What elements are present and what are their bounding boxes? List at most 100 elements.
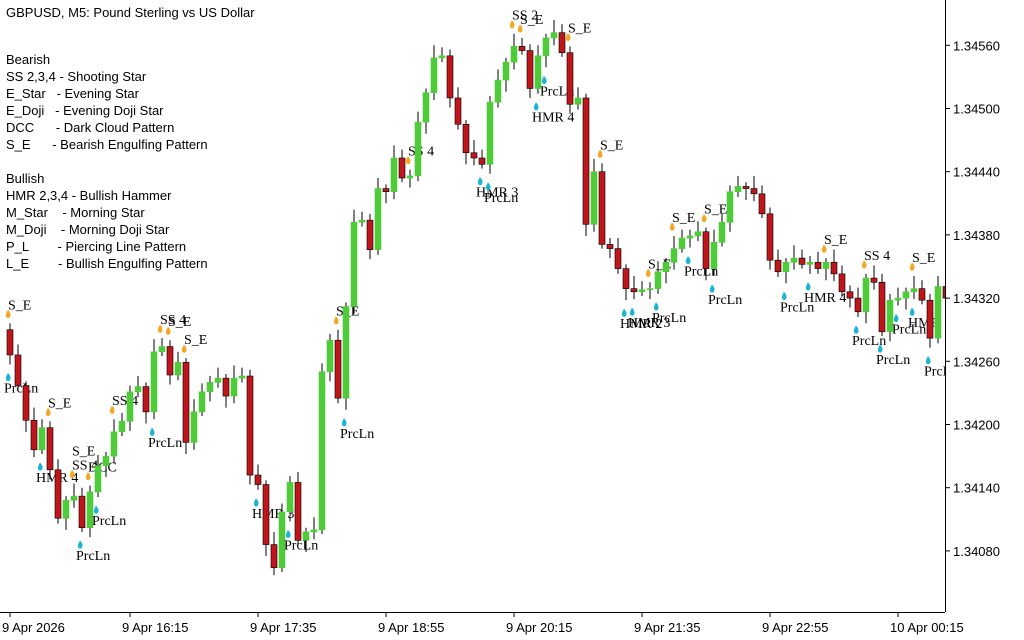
candle-body (230, 377, 238, 397)
candle-body (878, 281, 886, 333)
candle-body (478, 157, 486, 165)
candle-body (46, 427, 54, 471)
candle-body (358, 219, 366, 223)
candle-body (830, 261, 838, 275)
candle-body (174, 362, 182, 376)
bearish-pattern-label: S_E (600, 138, 623, 153)
bearish-pattern-label: S_E (8, 298, 31, 313)
candle-body (286, 482, 294, 513)
candle-body (662, 261, 670, 273)
candle-body (606, 244, 614, 249)
candle-body (102, 455, 110, 466)
candle-body (670, 248, 678, 263)
candle-body (910, 288, 918, 293)
legend-item: P_L - Piercing Line Pattern (6, 239, 186, 254)
candle-body (414, 121, 422, 177)
candle-body (470, 152, 478, 159)
pattern-icon (709, 284, 715, 293)
candle-body (158, 346, 166, 353)
bearish-pattern-label: SS 4 (160, 313, 186, 328)
y-tick-label: 1.34200 (953, 418, 1000, 433)
candle-body (422, 92, 430, 123)
candle-body (454, 97, 462, 125)
candle-body (214, 377, 222, 383)
bearish-pattern-label: S_E (912, 251, 935, 266)
candle-body (510, 46, 518, 63)
candle-body (942, 286, 945, 299)
candle-body (790, 257, 798, 263)
candle-body (190, 411, 198, 443)
bearish-pattern-label: S_E (72, 444, 95, 459)
candle-body (310, 529, 318, 533)
candle-body (198, 391, 206, 413)
candle-body (334, 339, 342, 399)
candle-body (118, 421, 126, 433)
candle-body (22, 385, 30, 421)
y-tick-label: 1.34500 (953, 101, 1000, 116)
candle-body (542, 37, 550, 57)
x-tick-label: 10 Apr 00:15 (890, 620, 964, 635)
candle-body (438, 55, 446, 59)
candle-body (446, 55, 454, 99)
candle-body (14, 354, 22, 386)
candle-body (654, 271, 662, 289)
pattern-icon (477, 177, 483, 186)
bullish-pattern-label: PrcLn (4, 381, 38, 396)
legend-item: M_Star - Morning Star (6, 205, 145, 220)
x-tick-label: 9 Apr 17:35 (250, 620, 317, 635)
candle-body (838, 273, 846, 293)
legend: Bearish SS 2,3,4 - Shooting Star E_Star - … (6, 52, 208, 271)
bearish-pattern-label: SS 4 (864, 249, 890, 264)
bullish-pattern-label: PrcLn (780, 300, 814, 315)
candle-body (694, 231, 702, 237)
candle-body (718, 221, 726, 243)
pattern-icon (853, 325, 859, 334)
bullish-pattern-label: PrcLn (876, 353, 910, 368)
bearish-pattern-label: S_E (520, 13, 543, 28)
candle-body (774, 259, 782, 273)
pattern-icon (109, 405, 115, 414)
candle-body (246, 375, 254, 476)
y-tick-label: 1.34440 (953, 165, 1000, 180)
pattern-icon (541, 75, 547, 85)
candle-body (534, 55, 542, 89)
y-tick-label: 1.34140 (953, 481, 1000, 496)
candle-body (934, 286, 942, 339)
bullish-pattern-label: PrcLn (92, 514, 126, 529)
pattern-icon (861, 260, 867, 269)
candle-body (326, 339, 334, 373)
candle-body (886, 299, 894, 333)
y-tick-label: 1.34320 (953, 291, 1000, 306)
candle-body (782, 261, 790, 273)
pattern-icon (77, 540, 83, 549)
candle-body (854, 297, 862, 313)
pattern-icon (629, 307, 635, 316)
candle-body (926, 299, 934, 339)
bullish-pattern-label: HMR 4 (804, 291, 846, 306)
candle-body (646, 288, 654, 290)
candle-body (638, 289, 646, 293)
pattern-icon (565, 32, 571, 41)
bullish-pattern-label: PrcLn (924, 365, 958, 380)
pattern-icon (621, 308, 627, 317)
candle-body (742, 186, 750, 189)
pattern-icon (533, 102, 539, 111)
candle-body (78, 495, 86, 529)
bullish-pattern-label: PrcLn (284, 538, 318, 553)
pattern-icon (909, 262, 915, 271)
pattern-icon (669, 222, 675, 231)
pattern-icon (157, 324, 163, 333)
pattern-icon (69, 470, 75, 479)
candle-body (134, 386, 142, 393)
pattern-icon (285, 529, 291, 539)
bearish-pattern-label: S_E (824, 233, 847, 248)
x-tick-label: 9 Apr 21:35 (634, 620, 701, 635)
candle-body (582, 97, 590, 225)
candle-body (550, 32, 558, 39)
candle-body (62, 500, 70, 519)
candle-body (870, 277, 878, 283)
candle-body (502, 61, 510, 81)
candle-body (382, 188, 390, 193)
